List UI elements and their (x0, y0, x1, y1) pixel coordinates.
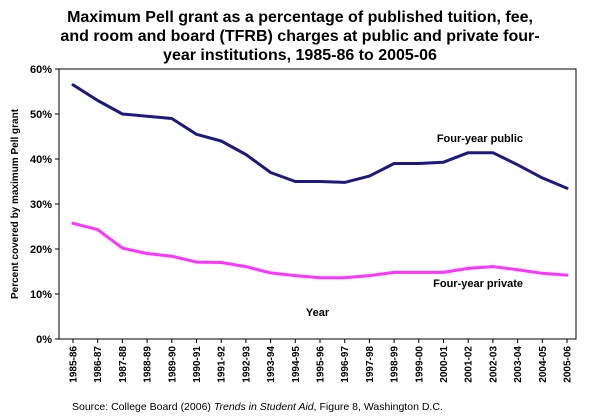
x-tick-label: 1987-88 (118, 346, 129, 383)
y-tick-label: 60% (30, 64, 52, 76)
source-note: Source: College Board (2006) Trends in S… (72, 401, 443, 413)
x-tick-label: 2005-06 (563, 346, 574, 383)
source-prefix: Source: College Board (2006) (72, 401, 214, 413)
chart-title: Maximum Pell grant as a percentage of pu… (0, 8, 600, 65)
x-tick-label: 2004-05 (538, 346, 549, 383)
y-axis-title: Percent covered by maximum Pell grant (10, 108, 21, 299)
x-tick-label: 1997-98 (365, 346, 376, 383)
x-tick-label: 1991-92 (217, 346, 228, 383)
y-tick-label: 20% (30, 244, 52, 256)
x-tick-label: 1988-89 (143, 346, 154, 383)
x-tick-label: 2003-04 (513, 346, 524, 383)
y-tick-label: 40% (30, 154, 52, 166)
x-tick-label: 1989-90 (167, 346, 178, 383)
x-tick-label: 1990-91 (192, 346, 203, 383)
series-label: Four-year private (433, 278, 523, 290)
x-tick-label: 1986-87 (93, 346, 104, 383)
chart-title-line: Maximum Pell grant as a percentage of pu… (67, 9, 533, 26)
chart-title-line: year institutions, 1985-86 to 2005-06 (163, 47, 437, 64)
y-tick-label: 30% (30, 199, 52, 211)
series-line-public (71, 83, 569, 190)
x-tick-label: 2001-02 (464, 346, 475, 383)
x-tick-label: 1985-86 (69, 346, 80, 383)
x-tick-label: 1993-94 (266, 346, 277, 383)
series-label: Four-year public (437, 133, 523, 145)
y-tick-label: 0% (36, 334, 52, 346)
x-tick-label: 1996-97 (340, 346, 351, 383)
source-suffix: , Figure 8, Washington D.C. (313, 401, 443, 413)
series-line-private (71, 221, 569, 280)
x-tick-label: 1998-99 (390, 346, 401, 383)
x-tick-label: 1995-96 (316, 346, 327, 383)
y-tick-label: 50% (30, 109, 52, 121)
plot-frame (58, 68, 577, 340)
x-tick-label: 2000-01 (439, 346, 450, 383)
x-tick-label: 2002-03 (488, 346, 499, 383)
x-tick-label: 1994-95 (291, 346, 302, 383)
x-tick-label: 1992-93 (241, 346, 252, 383)
y-tick-label: 10% (30, 289, 52, 301)
x-axis-title: Year (306, 307, 330, 319)
source-title: Trends in Student Aid (213, 401, 314, 413)
x-tick-label: 1999-00 (414, 346, 425, 383)
chart-title-line: and room and board (TFRB) charges at pub… (60, 28, 540, 45)
